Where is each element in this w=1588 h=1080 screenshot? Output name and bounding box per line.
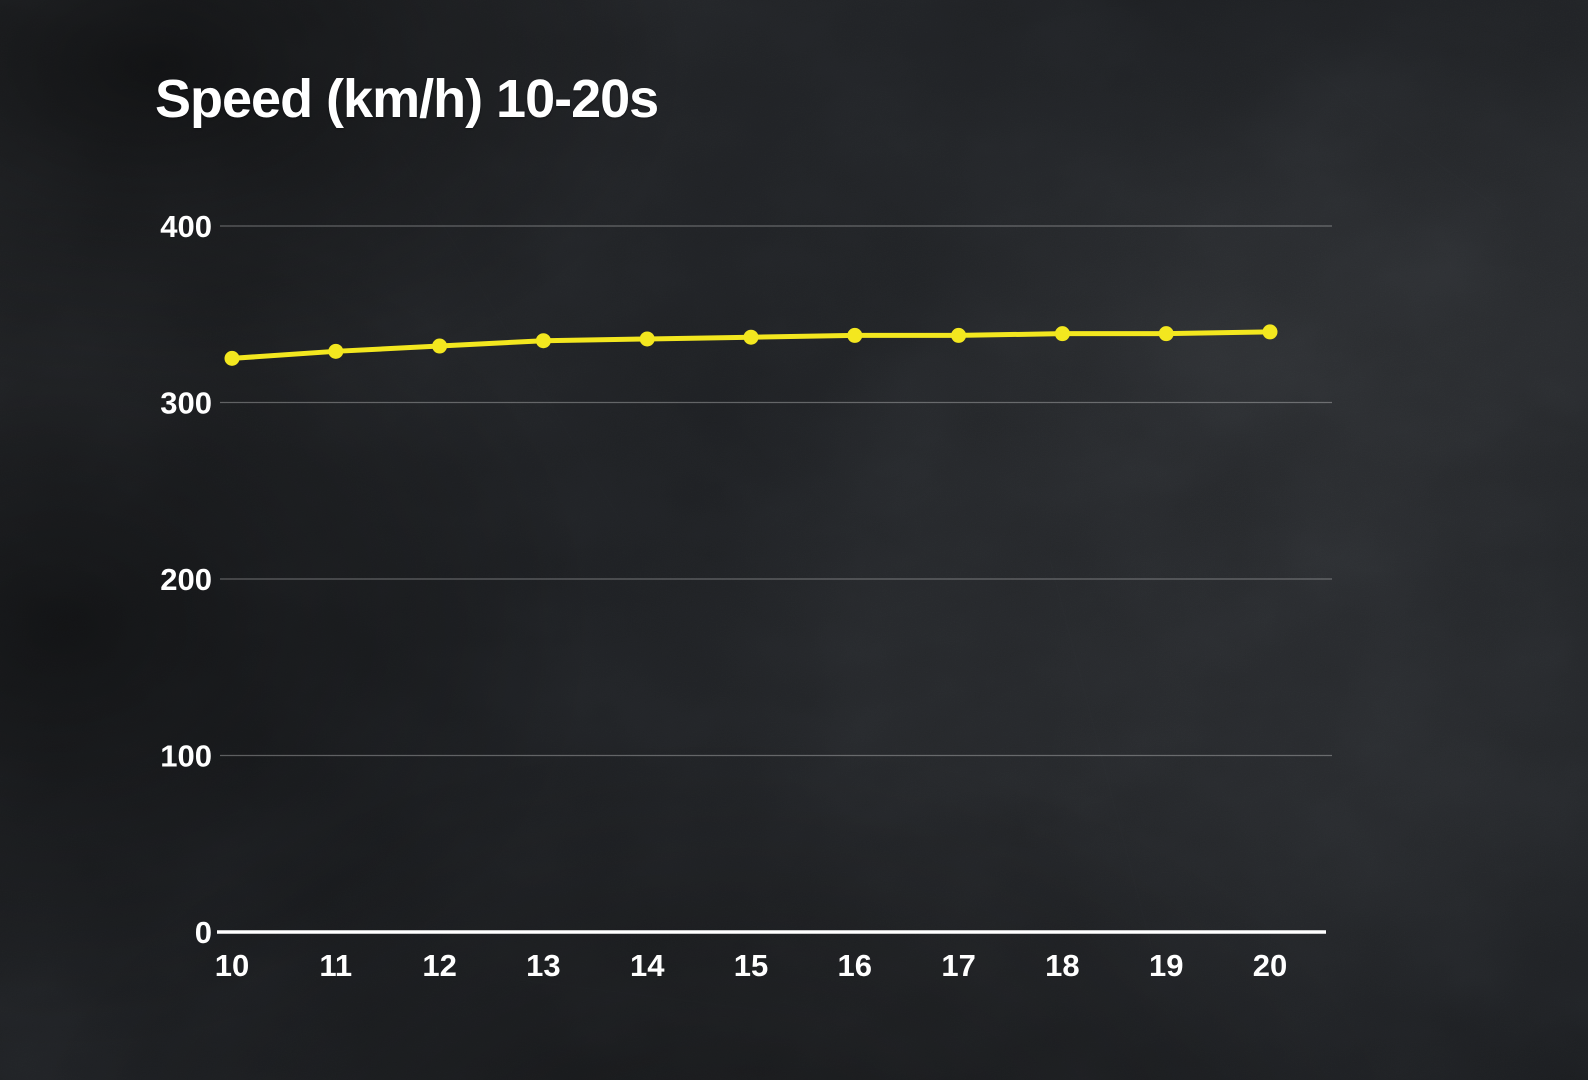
x-tick-label: 16: [838, 948, 872, 983]
y-tick-label: 200: [160, 562, 212, 597]
data-point: [1262, 324, 1278, 340]
data-point: [639, 331, 655, 347]
data-point: [328, 343, 344, 359]
y-tick-label: 100: [160, 739, 212, 774]
data-point: [951, 327, 967, 343]
x-tick-label: 13: [526, 948, 560, 983]
x-tick-label: 15: [734, 948, 768, 983]
y-tick-label: 0: [195, 915, 212, 950]
data-point: [224, 350, 240, 366]
x-tick-label: 17: [941, 948, 975, 983]
chart-title: Speed (km/h) 10-20s: [155, 69, 659, 129]
x-tick-label: 20: [1253, 948, 1287, 983]
x-tick-label: 10: [215, 948, 249, 983]
data-point: [847, 327, 863, 343]
y-tick-label: 400: [160, 209, 212, 244]
x-tick-label: 11: [319, 948, 352, 983]
y-tick-label: 300: [160, 386, 212, 421]
x-tick-label: 19: [1149, 948, 1183, 983]
data-point: [535, 333, 551, 349]
data-point: [743, 329, 759, 345]
x-tick-label: 12: [422, 948, 456, 983]
data-point: [1158, 326, 1174, 342]
x-tick-label: 18: [1045, 948, 1079, 983]
data-point: [1054, 326, 1070, 342]
x-tick-label: 14: [630, 948, 665, 983]
data-point: [432, 338, 448, 354]
